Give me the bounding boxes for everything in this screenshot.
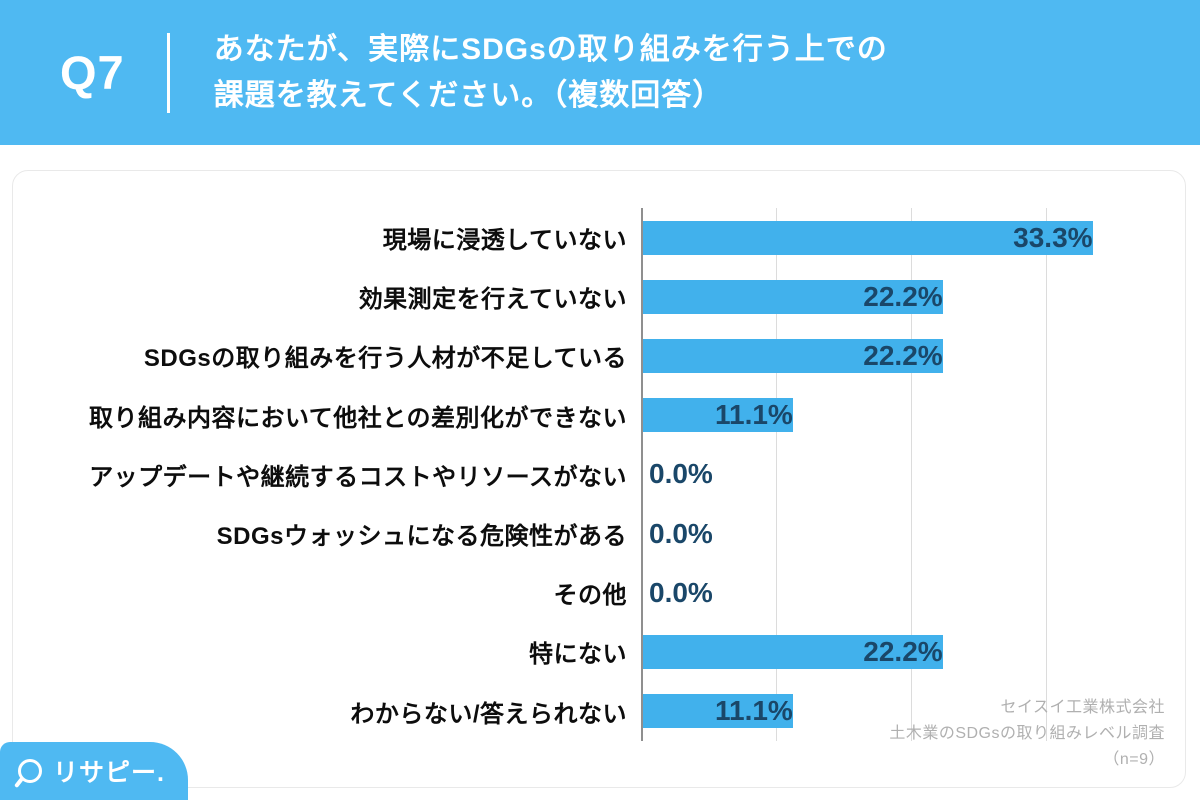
- category-label: その他: [553, 582, 627, 610]
- bar-track: 0.0%: [641, 445, 1181, 504]
- source-company: セイスイ工業株式会社: [1000, 699, 1165, 716]
- bar-track: 11.1%: [641, 682, 1181, 741]
- bar: [643, 220, 1093, 255]
- bar-track: 22.2%: [641, 622, 1181, 681]
- chart-row: SDGsウォッシュになる危険性がある 0.0%: [13, 504, 1181, 563]
- gridline: [1046, 208, 1047, 741]
- bar: [643, 694, 793, 729]
- category-label: 特にない: [529, 641, 627, 669]
- category-label: SDGsウォッシュになる危険性がある: [216, 523, 627, 551]
- question-title: あなたが、実際にSDGsの取り組みを行う上での 課題を教えてください。（複数回答…: [214, 27, 888, 119]
- source-survey: 土木業のSDGsの取り組みレベル調査: [889, 725, 1165, 742]
- chart-row: 現場に浸透していない 33.3%: [13, 208, 1181, 267]
- value-label: 11.1%: [714, 399, 793, 431]
- question-header: Q7 あなたが、実際にSDGsの取り組みを行う上での 課題を教えてください。（複…: [0, 0, 1200, 145]
- value-label: 33.3%: [1013, 221, 1093, 253]
- bar-chart: 現場に浸透していない 33.3% 効果測定を行えていない 22.2% SDGsの…: [13, 208, 1181, 741]
- category-label: 現場に浸透していない: [382, 227, 627, 255]
- chart-row: 特にない 22.2%: [13, 622, 1181, 681]
- bar-track: 0.0%: [641, 563, 1181, 622]
- magnifier-icon: [18, 759, 42, 783]
- category-label: SDGsの取り組みを行う人材が不足している: [143, 345, 627, 373]
- source-sample-size: （n=9）: [1103, 751, 1165, 768]
- chart-row: 効果測定を行えていない 22.2%: [13, 267, 1181, 326]
- bar-track: 22.2%: [641, 326, 1181, 385]
- category-label: アップデートや継続するコストやリソースがない: [89, 463, 627, 491]
- value-label: 22.2%: [863, 339, 943, 371]
- value-label: 22.2%: [863, 280, 943, 312]
- value-label: 22.2%: [863, 635, 943, 667]
- value-label: 0.0%: [649, 576, 713, 608]
- category-label: 取り組み内容において他社との差別化ができない: [88, 404, 627, 432]
- bar: [643, 634, 943, 669]
- question-title-line2: 課題を教えてください。（複数回答）: [213, 78, 724, 112]
- value-label: 0.0%: [649, 458, 713, 490]
- chart-row: わからない/答えられない 11.1%: [13, 682, 1181, 741]
- gridline: [776, 208, 777, 741]
- logo-text: リサピー.: [53, 759, 165, 787]
- chart-row: アップデートや継続するコストやリソースがない 0.0%: [13, 445, 1181, 504]
- chart-card: 現場に浸透していない 33.3% 効果測定を行えていない 22.2% SDGsの…: [12, 170, 1186, 788]
- value-label: 0.0%: [649, 517, 713, 549]
- plot-area: [641, 208, 1181, 741]
- chart-row: 取り組み内容において他社との差別化ができない 11.1%: [13, 386, 1181, 445]
- resapy-logo: リサピー.: [0, 742, 188, 800]
- chart-rows: 現場に浸透していない 33.3% 効果測定を行えていない 22.2% SDGsの…: [13, 208, 1181, 741]
- bar-track: 11.1%: [641, 386, 1181, 445]
- bar: [643, 398, 793, 433]
- source-note: セイスイ工業株式会社 土木業のSDGsの取り組みレベル調査 （n=9）: [889, 695, 1165, 773]
- chart-row: SDGsの取り組みを行う人材が不足している 22.2%: [13, 326, 1181, 385]
- bar-track: 22.2%: [641, 267, 1181, 326]
- bar-track: 33.3%: [641, 208, 1181, 267]
- header-divider: [166, 32, 170, 113]
- y-axis-line: [641, 208, 643, 741]
- category-label: わからない/答えられない: [350, 700, 627, 728]
- question-title-line1: あなたが、実際にSDGsの取り組みを行う上での: [213, 32, 888, 66]
- bar-track: 0.0%: [641, 504, 1181, 563]
- value-label: 11.1%: [714, 695, 793, 727]
- question-number: Q7: [60, 46, 125, 99]
- category-label: 効果測定を行えていない: [358, 286, 627, 314]
- chart-row: その他 0.0%: [13, 563, 1181, 622]
- bar: [643, 279, 943, 314]
- gridline: [911, 208, 912, 741]
- bar: [643, 338, 943, 373]
